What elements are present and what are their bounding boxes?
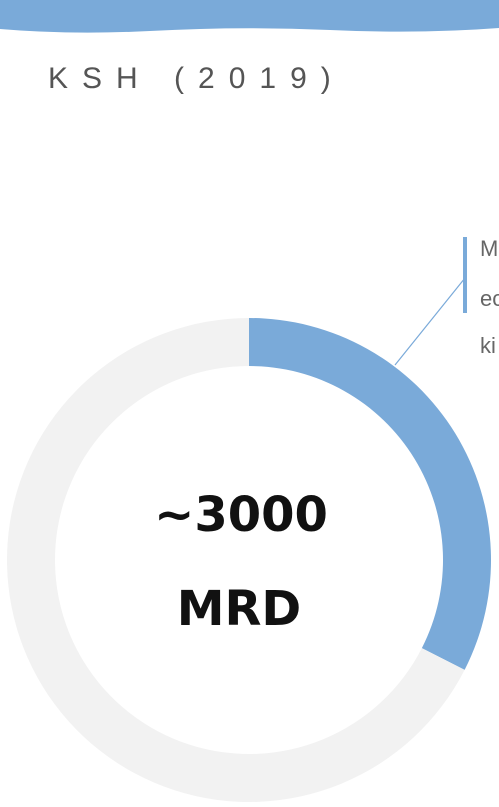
annotation-line: ki <box>480 333 496 358</box>
donut-segment <box>249 318 491 670</box>
annotation-bar <box>463 237 467 313</box>
donut <box>6 318 491 802</box>
leader-line <box>394 277 466 366</box>
center-unit: MRD <box>177 581 302 637</box>
annotation-line: M <box>480 236 498 261</box>
header-band <box>0 0 499 33</box>
subtitle: KSH (2019) <box>48 62 345 95</box>
annotation-line: ec <box>480 286 499 311</box>
center-value: ~3000 <box>154 487 328 543</box>
